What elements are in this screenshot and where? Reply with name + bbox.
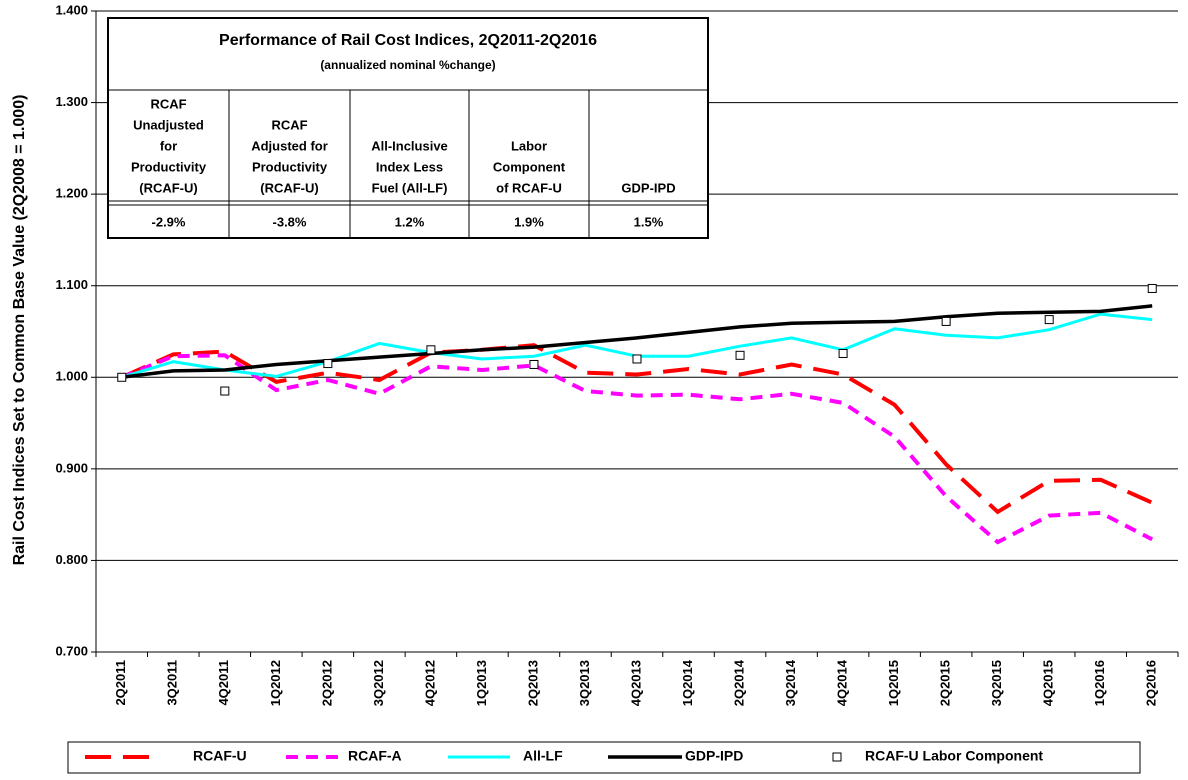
x-tick-label: 2Q2013 (525, 660, 540, 706)
line (121, 304, 1153, 380)
table-header: Productivity (131, 159, 207, 174)
table-header: Labor (511, 138, 547, 153)
marker (1044, 315, 1054, 325)
marker (323, 359, 333, 369)
x-tick-label: 2Q2014 (731, 659, 746, 706)
table-header: RCAF (271, 117, 307, 132)
y-tick-label: 0.900 (55, 460, 88, 475)
marker (735, 350, 745, 360)
table-value: -2.9% (152, 214, 186, 229)
x-tick-label: 3Q2015 (989, 660, 1004, 706)
y-tick-label: 1.300 (55, 94, 88, 109)
x-tick-label: 3Q2011 (165, 660, 180, 706)
x-tick-label: 4Q2011 (216, 660, 231, 706)
table-title: Performance of Rail Cost Indices, 2Q2011… (219, 32, 597, 49)
x-tick-label: 3Q2012 (371, 660, 386, 706)
table-header: (RCAF-U) (139, 180, 197, 195)
y-tick-label: 1.000 (55, 369, 88, 384)
y-tick-label: 0.800 (55, 552, 88, 567)
table-header: Unadjusted (133, 117, 204, 132)
table-header: Productivity (252, 159, 328, 174)
legend-label: RCAF-U (193, 748, 247, 764)
table-value: 1.2% (395, 214, 425, 229)
y-axis-label: Rail Cost Indices Set to Common Base Val… (11, 95, 28, 566)
marker (941, 316, 951, 326)
marker (632, 354, 642, 364)
x-tick-label: 4Q2015 (1041, 660, 1056, 706)
x-tick-label: 2Q2011 (113, 660, 128, 706)
table-header: (RCAF-U) (260, 180, 318, 195)
line (121, 312, 1153, 379)
table-header: Index Less (376, 159, 443, 174)
y-tick-label: 1.100 (55, 277, 88, 292)
x-tick-label: 1Q2016 (1092, 660, 1107, 706)
table-header: of RCAF-U (496, 180, 562, 195)
legend-label: RCAF-A (348, 748, 402, 764)
marker (117, 372, 127, 382)
table-value: 1.9% (514, 214, 544, 229)
table-header: All-Inclusive (371, 138, 448, 153)
x-tick-label: 2Q2016 (1144, 660, 1159, 706)
table-header: RCAF (150, 96, 186, 111)
marker (426, 345, 436, 355)
line (121, 353, 1154, 545)
y-tick-label: 0.700 (55, 643, 88, 658)
marker (529, 359, 539, 369)
table-value: 1.5% (634, 214, 664, 229)
y-tick-label: 1.200 (55, 186, 88, 201)
x-tick-label: 4Q2012 (422, 660, 437, 706)
x-tick-label: 1Q2012 (268, 660, 283, 706)
x-tick-label: 4Q2013 (628, 660, 643, 706)
x-tick-label: 4Q2014 (835, 659, 850, 706)
marker (1147, 283, 1157, 293)
legend-label: GDP-IPD (685, 748, 743, 764)
table-subtitle: (annualized nominal %change) (320, 58, 495, 72)
x-tick-label: 1Q2015 (886, 660, 901, 706)
legend-label: RCAF-U Labor Component (865, 748, 1043, 764)
marker (220, 386, 230, 396)
table-header: GDP-IPD (621, 180, 675, 195)
x-tick-label: 1Q2014 (680, 659, 695, 706)
table-value: -3.8% (273, 214, 307, 229)
table-header: Adjusted for (251, 138, 328, 153)
x-tick-label: 3Q2013 (577, 660, 592, 706)
line (120, 343, 1154, 515)
x-tick-label: 2Q2012 (319, 660, 334, 706)
x-tick-label: 2Q2015 (938, 660, 953, 706)
x-tick-label: 1Q2013 (474, 660, 489, 706)
x-tick-label: 3Q2014 (783, 659, 798, 706)
marker (838, 348, 848, 358)
table-header: for (160, 138, 177, 153)
table-header: Component (493, 159, 566, 174)
legend-label: All-LF (523, 748, 563, 764)
y-tick-label: 1.400 (55, 2, 88, 17)
legend-marker (832, 752, 842, 762)
table-header: Fuel (All-LF) (372, 180, 448, 195)
legend-box (67, 741, 1141, 774)
